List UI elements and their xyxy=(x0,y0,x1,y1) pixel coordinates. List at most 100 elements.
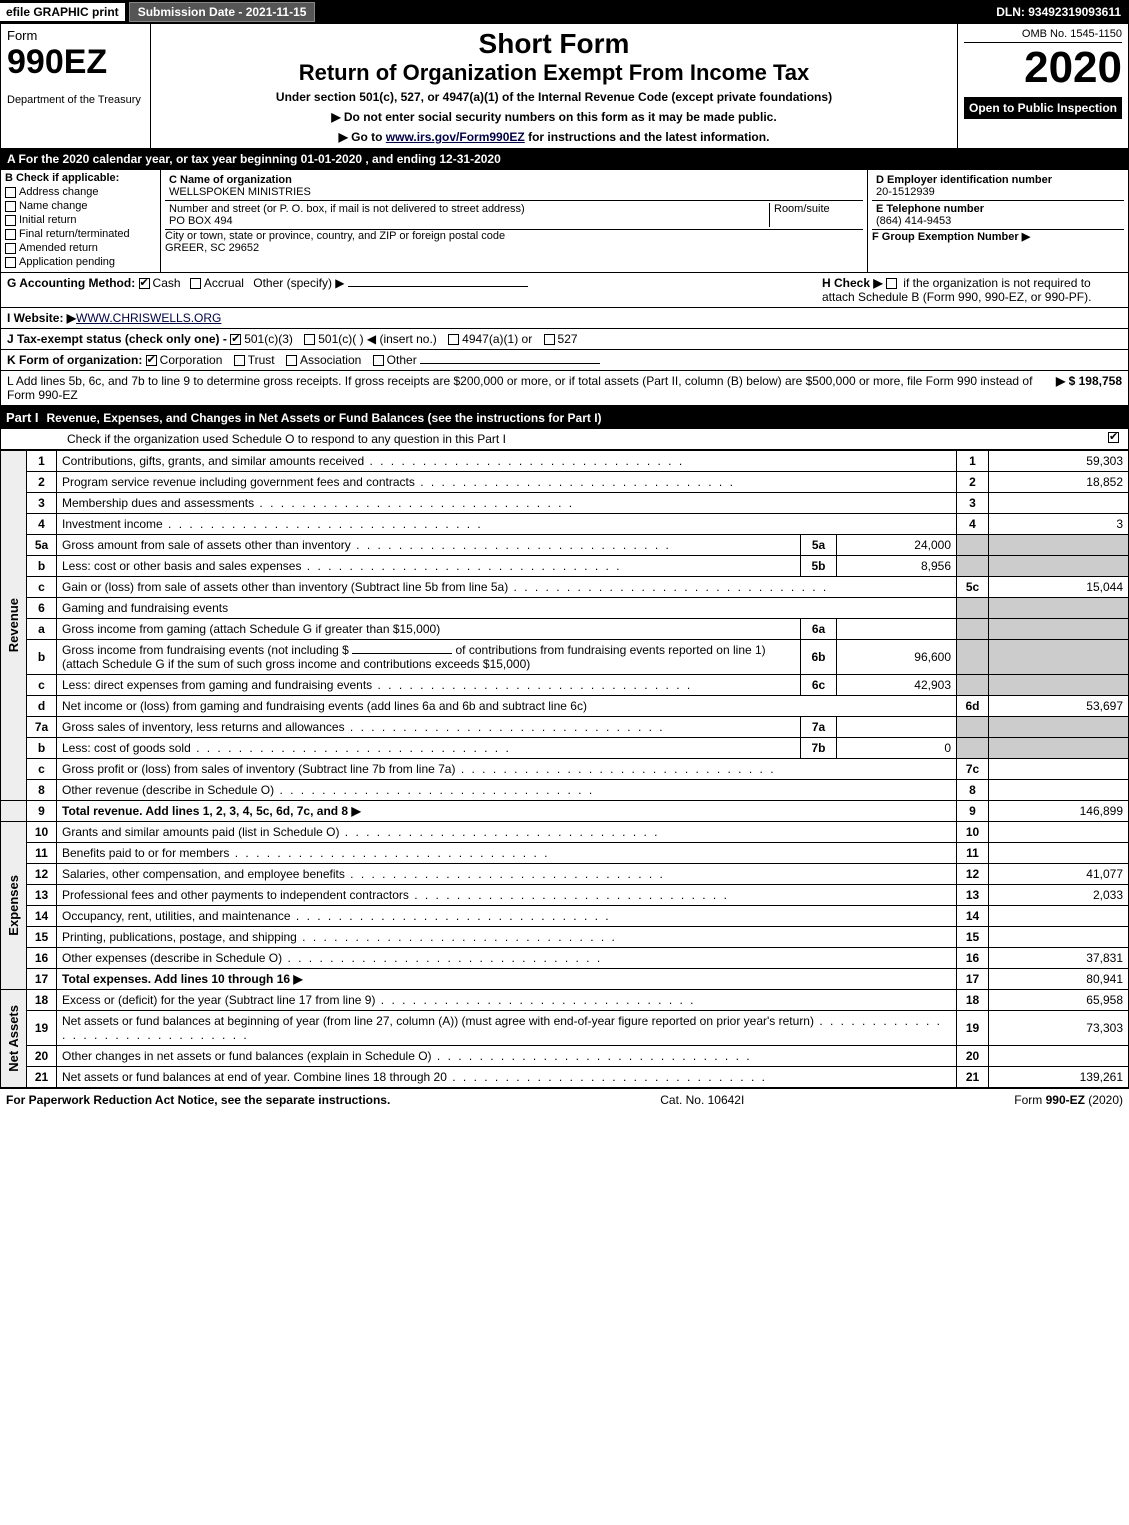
city-label: City or town, state or province, country… xyxy=(165,230,863,242)
col-d-e-f: D Employer identification number 20-1512… xyxy=(868,170,1128,272)
checkbox-icon xyxy=(5,215,16,226)
sub-amount-cell: 24,000 xyxy=(837,535,957,556)
gross-receipts-value: ▶ $ 198,758 xyxy=(1056,374,1122,402)
efile-print-label[interactable]: efile GRAPHIC print xyxy=(0,3,125,21)
under-section-text: Under section 501(c), 527, or 4947(a)(1)… xyxy=(157,90,951,104)
table-row: 13 Professional fees and other payments … xyxy=(1,885,1129,906)
amount-cell xyxy=(989,759,1129,780)
header-left: Form 990EZ Department of the Treasury xyxy=(1,24,151,148)
checkbox-icon[interactable] xyxy=(544,334,555,345)
checkbox-icon[interactable] xyxy=(886,278,897,289)
table-row: 16 Other expenses (describe in Schedule … xyxy=(1,948,1129,969)
no-ssn-text: ▶ Do not enter social security numbers o… xyxy=(157,110,951,124)
tel-label: E Telephone number xyxy=(876,203,1120,215)
table-row: b Gross income from fundraising events (… xyxy=(1,640,1129,675)
table-row: c Gain or (loss) from sale of assets oth… xyxy=(1,577,1129,598)
sub-amount-cell: 8,956 xyxy=(837,556,957,577)
footer-form-ref: Form 990-EZ (2020) xyxy=(1014,1093,1123,1107)
amount-cell: 18,852 xyxy=(989,472,1129,493)
goto-link[interactable]: www.irs.gov/Form990EZ xyxy=(386,130,525,144)
form-header: Form 990EZ Department of the Treasury Sh… xyxy=(0,24,1129,149)
table-row: 4 Investment income 4 3 xyxy=(1,514,1129,535)
checkbox-icon xyxy=(5,243,16,254)
table-row: c Gross profit or (loss) from sales of i… xyxy=(1,759,1129,780)
row-i: I Website: ▶WWW.CHRISWELLS.ORG xyxy=(0,308,1129,329)
footer-cat-no: Cat. No. 10642I xyxy=(660,1093,744,1107)
checkbox-icon[interactable] xyxy=(373,355,384,366)
amount-cell: 80,941 xyxy=(989,969,1129,990)
amount-cell: 3 xyxy=(989,514,1129,535)
checkbox-icon[interactable] xyxy=(230,334,241,345)
row-k: K Form of organization: Corporation Trus… xyxy=(0,350,1129,371)
row-h: H Check ▶ if the organization is not req… xyxy=(822,276,1122,304)
ein-value: 20-1512939 xyxy=(876,186,1120,198)
col-c: C Name of organization WELLSPOKEN MINIST… xyxy=(161,170,868,272)
amount-cell: 65,958 xyxy=(989,990,1129,1011)
part-1-table: Revenue 1 Contributions, gifts, grants, … xyxy=(0,450,1129,1088)
part-1-subtitle-row: Check if the organization used Schedule … xyxy=(0,429,1129,450)
amount-cell xyxy=(989,843,1129,864)
checkbox-icon[interactable] xyxy=(146,355,157,366)
amount-cell xyxy=(989,1046,1129,1067)
checkbox-icon[interactable] xyxy=(190,278,201,289)
sub-amount-cell: 0 xyxy=(837,738,957,759)
checkbox-icon xyxy=(5,201,16,212)
amount-cell xyxy=(989,927,1129,948)
omb-label: OMB No. 1545-1150 xyxy=(964,28,1122,43)
arrow-icon: ▶ xyxy=(293,972,302,986)
revenue-side-label: Revenue xyxy=(6,598,21,652)
amount-cell: 59,303 xyxy=(989,451,1129,472)
part-label: Part I xyxy=(6,410,39,425)
amount-cell xyxy=(989,780,1129,801)
net-assets-side-label: Net Assets xyxy=(6,1005,21,1072)
website-link[interactable]: WWW.CHRISWELLS.ORG xyxy=(76,311,221,325)
expenses-side-label: Expenses xyxy=(6,875,21,936)
table-row: 12 Salaries, other compensation, and emp… xyxy=(1,864,1129,885)
city-value: GREER, SC 29652 xyxy=(165,242,863,254)
check-final-return[interactable]: Final return/terminated xyxy=(5,228,156,240)
checkbox-icon xyxy=(5,187,16,198)
part-1-header: Part I Revenue, Expenses, and Changes in… xyxy=(0,406,1129,429)
amount-cell: 41,077 xyxy=(989,864,1129,885)
col-b: B Check if applicable: Address change Na… xyxy=(1,170,161,272)
table-row: Expenses 10 Grants and similar amounts p… xyxy=(1,822,1129,843)
street-label: Number and street (or P. O. box, if mail… xyxy=(169,203,769,215)
footer-left: For Paperwork Reduction Act Notice, see … xyxy=(6,1093,390,1107)
ein-label: D Employer identification number xyxy=(876,174,1120,186)
amount-cell: 146,899 xyxy=(989,801,1129,822)
table-row: 3 Membership dues and assessments 3 xyxy=(1,493,1129,514)
amount-cell xyxy=(989,822,1129,843)
amount-cell: 53,697 xyxy=(989,696,1129,717)
org-name-label: C Name of organization xyxy=(169,174,859,186)
checkbox-icon[interactable] xyxy=(1108,432,1119,443)
goto-text: ▶ Go to www.irs.gov/Form990EZ for instru… xyxy=(157,130,951,144)
table-row: 14 Occupancy, rent, utilities, and maint… xyxy=(1,906,1129,927)
checkbox-icon[interactable] xyxy=(234,355,245,366)
table-row: b Less: cost or other basis and sales ex… xyxy=(1,556,1129,577)
amount-cell xyxy=(989,906,1129,927)
check-initial-return[interactable]: Initial return xyxy=(5,214,156,226)
table-row: 20 Other changes in net assets or fund b… xyxy=(1,1046,1129,1067)
arrow-icon: ▶ xyxy=(351,804,360,818)
checkbox-icon[interactable] xyxy=(448,334,459,345)
checkbox-icon xyxy=(5,257,16,268)
table-row: 19 Net assets or fund balances at beginn… xyxy=(1,1011,1129,1046)
amount-cell: 139,261 xyxy=(989,1067,1129,1088)
check-amended-return[interactable]: Amended return xyxy=(5,242,156,254)
checkbox-icon[interactable] xyxy=(139,278,150,289)
sub-amount-cell xyxy=(837,619,957,640)
row-g-h: G Accounting Method: Cash Accrual Other … xyxy=(0,273,1129,308)
sub-amount-cell xyxy=(837,717,957,738)
page-footer: For Paperwork Reduction Act Notice, see … xyxy=(0,1088,1129,1111)
amount-cell: 73,303 xyxy=(989,1011,1129,1046)
table-row: a Gross income from gaming (attach Sched… xyxy=(1,619,1129,640)
check-application-pending[interactable]: Application pending xyxy=(5,256,156,268)
check-address-change[interactable]: Address change xyxy=(5,186,156,198)
tax-year: 2020 xyxy=(964,43,1122,93)
info-grid: B Check if applicable: Address change Na… xyxy=(0,170,1129,273)
checkbox-icon[interactable] xyxy=(304,334,315,345)
dln-label: DLN: 93492319093611 xyxy=(988,3,1129,21)
check-name-change[interactable]: Name change xyxy=(5,200,156,212)
street-value: PO BOX 494 xyxy=(169,215,769,227)
checkbox-icon[interactable] xyxy=(286,355,297,366)
